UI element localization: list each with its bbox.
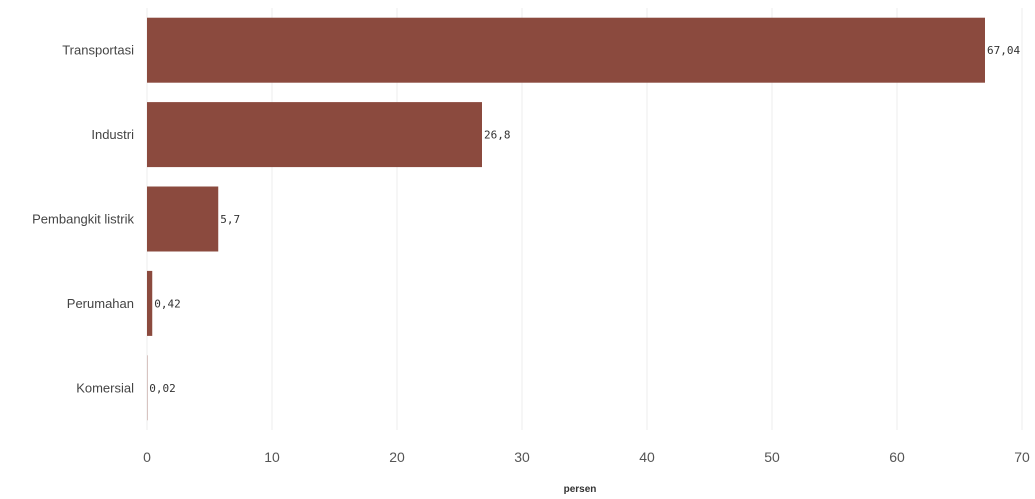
bar: [147, 17, 985, 83]
x-tick-label: 70: [1014, 449, 1030, 465]
x-tick-label: 10: [264, 449, 280, 465]
x-tick-label: 30: [514, 449, 530, 465]
data-label: 5,7: [220, 213, 240, 226]
bar: [147, 186, 219, 252]
category-label: Industri: [91, 127, 134, 142]
x-tick-label: 40: [639, 449, 655, 465]
x-tick-label: 60: [889, 449, 905, 465]
x-tick-label: 50: [764, 449, 780, 465]
category-label: Transportasi: [62, 43, 134, 58]
x-tick-label: 20: [389, 449, 405, 465]
x-axis-ticks: 0 10 20 30 40 50 60 70: [143, 449, 1030, 465]
bar: [147, 270, 153, 336]
category-labels: Transportasi Industri Pembangkit listrik Pe…: [32, 43, 134, 396]
bars-group: [147, 17, 985, 421]
category-label: Komersial: [76, 380, 134, 395]
data-labels: 67,04 26,8 5,7 0,42 0,02: [149, 44, 1020, 395]
x-axis-title: persen: [564, 484, 597, 495]
category-label: Pembangkit listrik: [32, 212, 134, 227]
data-label: 26,8: [484, 129, 511, 142]
data-label: 0,42: [154, 297, 181, 310]
x-tick-label: 0: [143, 449, 151, 465]
bar: [147, 102, 482, 168]
data-label: 67,04: [987, 44, 1020, 57]
data-label: 0,02: [149, 382, 176, 395]
category-label: Perumahan: [67, 296, 134, 311]
